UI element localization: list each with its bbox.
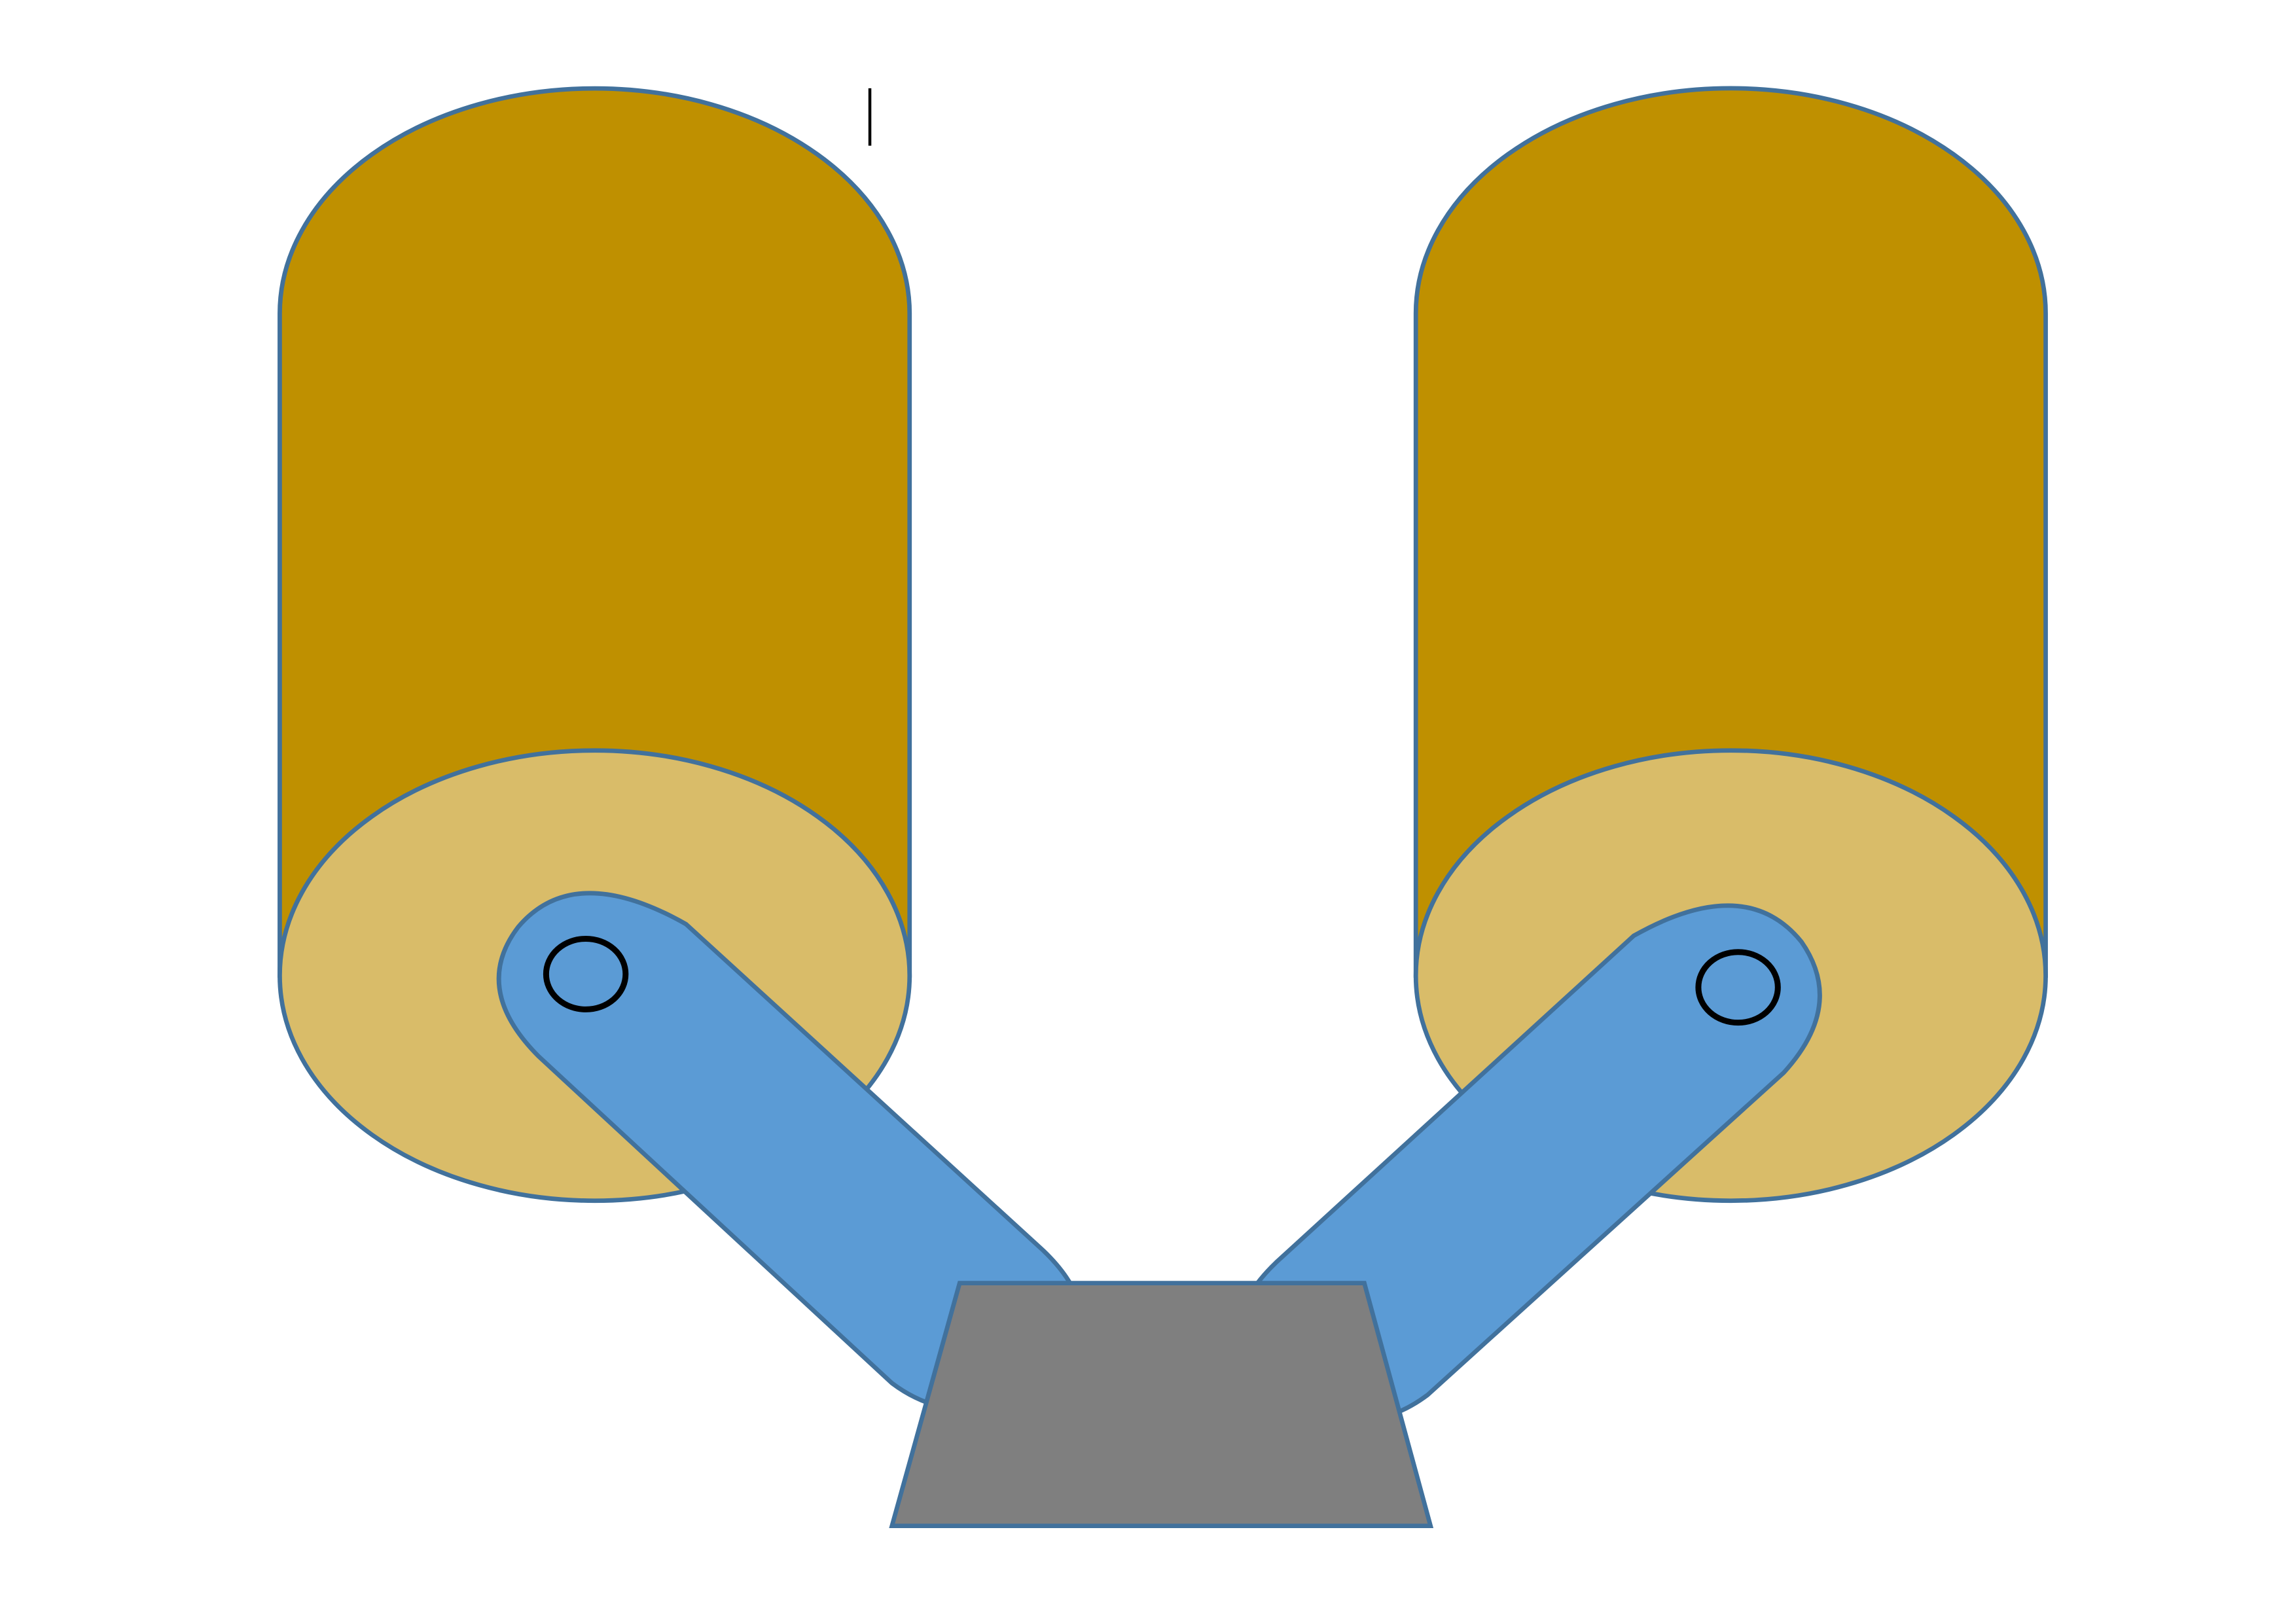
left-pivot-icon xyxy=(543,935,629,1012)
right-pivot-icon xyxy=(1695,949,1781,1026)
left-cylinder-body xyxy=(278,86,912,978)
base-block[interactable] xyxy=(889,1281,1434,1528)
right-cylinder-body xyxy=(1413,86,2048,978)
